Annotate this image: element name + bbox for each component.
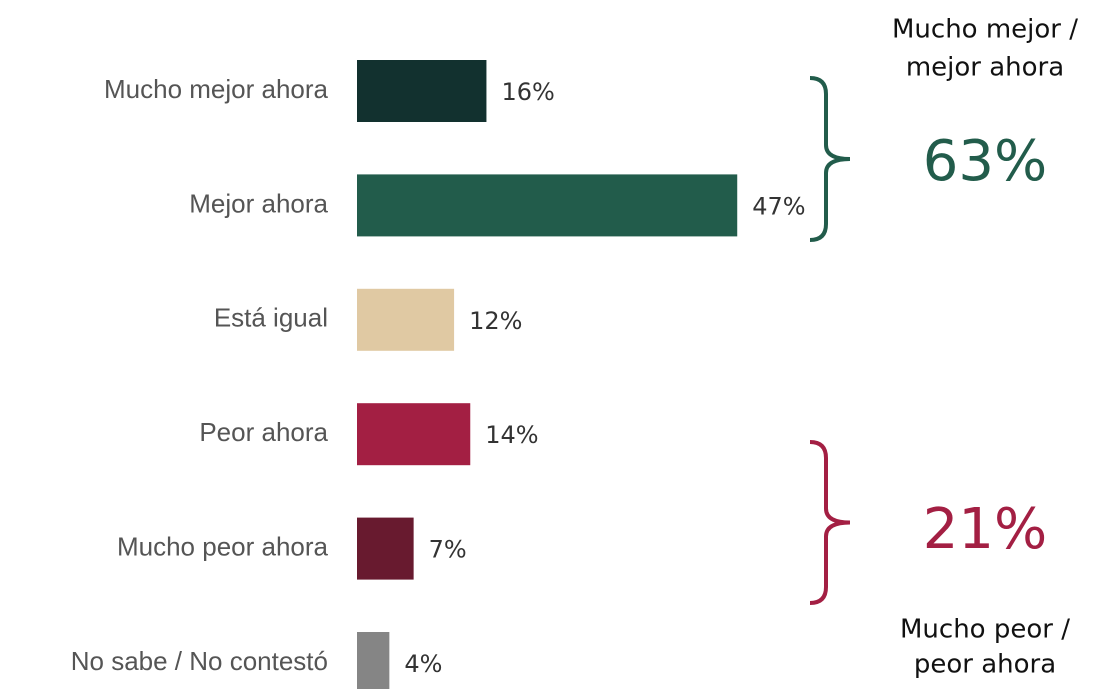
category-label: Peor ahora [199,417,328,447]
category-label: No sabe / No contestó [71,646,328,676]
bar [357,288,455,351]
category-label: Mejor ahora [189,188,328,218]
value-label: 16% [501,78,554,106]
category-label: Está igual [214,303,328,333]
bar [357,632,390,689]
group-total: 63% [923,129,1047,194]
value-label: 47% [752,192,805,220]
group-label: mejor ahora [906,53,1064,83]
value-label: 14% [485,421,538,449]
brace [809,440,851,605]
category-label: Mucho mejor ahora [104,74,329,104]
value-label: 7% [429,536,467,564]
category-label: Mucho peor ahora [117,531,329,561]
bar [357,60,487,122]
group-label: Mucho peor / [900,615,1070,645]
value-label: 12% [469,307,522,335]
value-label: 4% [404,650,442,678]
bar [357,403,471,466]
group-label: peor ahora [914,650,1056,680]
group-label: Mucho mejor / [892,15,1078,45]
group-total: 21% [923,497,1047,562]
bar [357,517,414,580]
brace [809,76,851,242]
bar [357,174,738,237]
